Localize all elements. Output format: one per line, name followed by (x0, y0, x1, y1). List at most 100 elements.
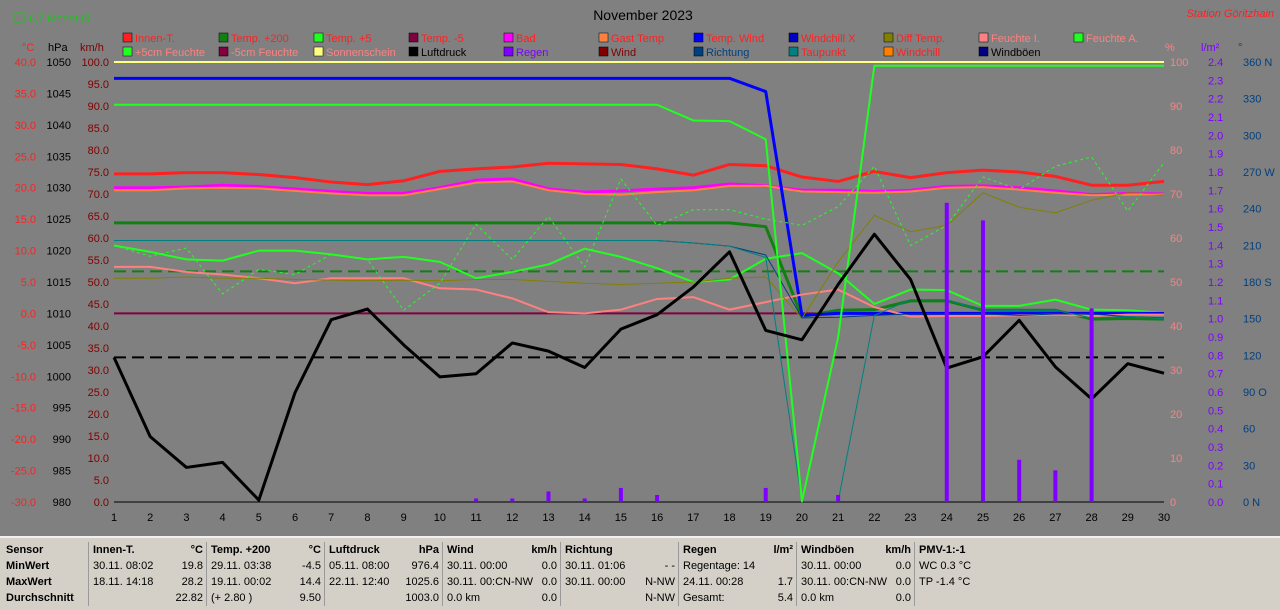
tick-temp: -20.0 (11, 434, 36, 446)
series-line (113, 244, 1165, 314)
x-tick-label: 17 (687, 512, 699, 524)
tick-rain: 1.8 (1208, 167, 1223, 179)
stats-row: Regentage: 14 (683, 558, 793, 574)
legend-label: Taupunkt (801, 47, 846, 59)
tick-rain: 0.0 (1208, 497, 1223, 509)
stats-section: Windböen km/h 30.11. 00:00 0.0 30.11. 00:CN-… (796, 542, 915, 606)
unit-rain: l/m² (1201, 42, 1220, 54)
stats-section-title: Innen-T. °C (93, 542, 203, 558)
tick-humidity: 30 (1170, 365, 1182, 377)
stats-row: 0.0 km 0.0 (447, 590, 557, 606)
stats-row-label: 29.11. 03:38 (211, 560, 272, 572)
stats-row: 05.11. 08:00 976.4 (329, 558, 439, 574)
x-tick-label: 29 (1122, 512, 1134, 524)
rain-bar (980, 220, 985, 502)
legend-label: Bad (516, 33, 536, 45)
tick-wind: 60.0 (88, 233, 109, 245)
stats-section: Innen-T. °C 30.11. 08:02 19.8 18.11. 14:18 28… (88, 542, 207, 606)
x-tick-label: 24 (941, 512, 953, 524)
stats-row-label: 30.11. 00:00 (565, 576, 626, 588)
stats-row-label: 30.11. 00:CN-NW (447, 576, 533, 588)
tick-wind: 0.0 (94, 497, 109, 509)
row-label-avg: Durchschnitt (6, 592, 74, 604)
tick-temp: -5.0 (17, 340, 36, 352)
tick-pressure: 1045 (47, 88, 71, 100)
tick-temp: 30.0 (15, 120, 36, 132)
tick-rain: 0.1 (1208, 479, 1223, 491)
stats-section-title: Temp. +200 °C (211, 542, 321, 558)
tick-humidity: 90 (1170, 101, 1182, 113)
series-line (112, 232, 1165, 502)
tick-direction: 210 (1243, 240, 1261, 252)
tick-humidity: 40 (1170, 321, 1182, 333)
stats-section: Luftdruck hPa 05.11. 08:00 976.4 22.11. 12:4… (324, 542, 443, 606)
stats-row-labels: Sensor MinWert MaxWert Durchschnitt (6, 542, 74, 606)
stats-row: 30.11. 00:00 0.0 (801, 558, 911, 574)
legend-label: Temp. +5 (326, 33, 372, 45)
stats-section-title: Wind km/h (447, 542, 557, 558)
stats-row-value: 22.82 (175, 592, 203, 604)
legend-swatch (788, 46, 799, 57)
tick-temp: 25.0 (15, 151, 36, 163)
stats-row-label: 30.11. 08:02 (93, 560, 154, 572)
x-tick-label: 5 (256, 512, 262, 524)
avg-checkbox[interactable] (14, 12, 25, 23)
stats-title-text: Richtung (565, 544, 613, 556)
stats-section: Regen l/m² Regentage: 14 24.11. 00:28 1.7 Ges… (678, 542, 797, 606)
stats-row-label: WC 0.3 °C (919, 560, 972, 572)
tick-wind: 25.0 (88, 387, 109, 399)
stats-row-value: 0.0 (895, 592, 911, 604)
tick-wind: 70.0 (88, 189, 109, 201)
series-line (113, 156, 1165, 311)
unit-percent: % (1165, 42, 1175, 54)
tick-direction: 330 (1243, 94, 1261, 106)
stats-row: 22.82 (93, 590, 203, 606)
tick-wind: 95.0 (88, 79, 109, 91)
legend-swatch (598, 32, 609, 43)
row-label-max: MaxWert (6, 576, 52, 588)
tick-temp: 15.0 (15, 214, 36, 226)
stats-unit: °C (308, 544, 321, 556)
legend-swatch (503, 32, 514, 43)
tick-temp: 35.0 (15, 88, 36, 100)
legend-swatch (408, 46, 419, 57)
tick-humidity: 50 (1170, 277, 1182, 289)
tick-rain: 2.0 (1208, 130, 1223, 142)
chart-title: November 2023 (593, 7, 693, 23)
tick-rain: 1.5 (1208, 222, 1223, 234)
series-line (114, 177, 1165, 197)
stats-section: Temp. +200 °C 29.11. 03:38 -4.5 19.11. 00:02… (206, 542, 325, 606)
tick-rain: 2.4 (1208, 57, 1223, 69)
x-tick-label: 11 (470, 512, 481, 524)
stats-row-label: 30.11. 00:00 (801, 560, 862, 572)
tick-rain: 0.9 (1208, 332, 1223, 344)
stats-title-text: PMV-1:-1 (919, 544, 966, 556)
stats-row: (+ 2.80 ) 9.50 (211, 590, 321, 606)
stats-row-value: N-NW (645, 592, 675, 604)
stats-row-label: 30.11. 01:06 (565, 560, 626, 572)
legend-swatch (978, 46, 989, 57)
x-tick-label: 25 (977, 512, 989, 524)
stats-section-title: Luftdruck hPa (329, 542, 439, 558)
legend-swatch (1073, 32, 1084, 43)
stats-row-label: (+ 2.80 ) (211, 592, 253, 604)
stats-title-text: Innen-T. (93, 544, 135, 556)
legend-swatch (693, 32, 704, 43)
stats-row: 19.11. 00:02 14.4 (211, 574, 321, 590)
stats-row: WC 0.3 °C (919, 558, 1031, 574)
stats-row: 30.11. 00:00 N-NW (565, 574, 675, 590)
legend-label: Wind (611, 47, 636, 59)
tick-pressure: 1035 (47, 151, 71, 163)
stats-row-value: 9.50 (299, 592, 321, 604)
tick-wind: 15.0 (88, 431, 109, 443)
legend-label: Windböen (991, 47, 1041, 59)
tick-humidity: 10 (1170, 453, 1182, 465)
stats-title-text: Regen (683, 544, 717, 556)
tick-pressure: 1015 (47, 277, 71, 289)
station-name: Station Göritzhain (1187, 8, 1274, 20)
unit-celsius: °C (22, 42, 34, 54)
x-tick-label: 22 (868, 512, 880, 524)
stats-row-value: 28.2 (181, 576, 203, 588)
stats-row-value: 0.0 (541, 560, 557, 572)
tick-rain: 0.5 (1208, 405, 1223, 417)
